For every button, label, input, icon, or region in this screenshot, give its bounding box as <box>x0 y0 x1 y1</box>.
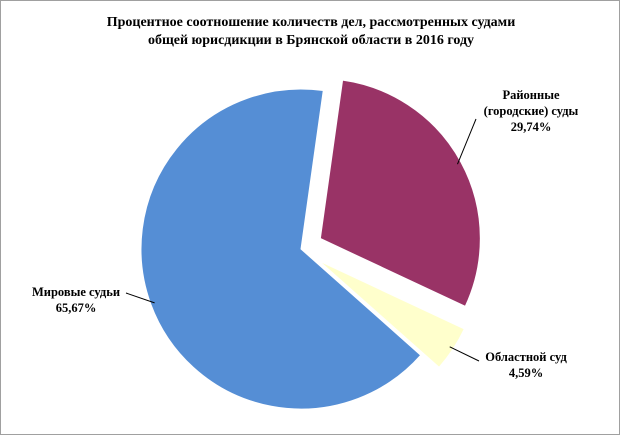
value-label: 65,67% <box>55 301 97 315</box>
pie-slice <box>319 260 465 368</box>
category-label: Районные (городские) суды <box>483 88 579 118</box>
category-label: Мировые судьи <box>31 285 121 299</box>
chart-title: Процентное соотношение количеств дел, ра… <box>106 15 516 48</box>
pie-slice <box>140 88 422 410</box>
category-label: Областной суд <box>485 350 567 364</box>
slice-label: Мировые судьи 65,67% <box>26 284 126 316</box>
value-label: 29,74% <box>510 120 552 134</box>
slice-label: Областной суд 4,59% <box>471 349 581 381</box>
value-label: 4,59% <box>508 366 544 380</box>
leader-line <box>449 346 480 362</box>
pie-slice <box>319 79 481 307</box>
leader-line <box>125 292 155 304</box>
slice-label: Районные (городские) суды 29,74% <box>471 87 591 135</box>
leader-line <box>457 118 477 165</box>
